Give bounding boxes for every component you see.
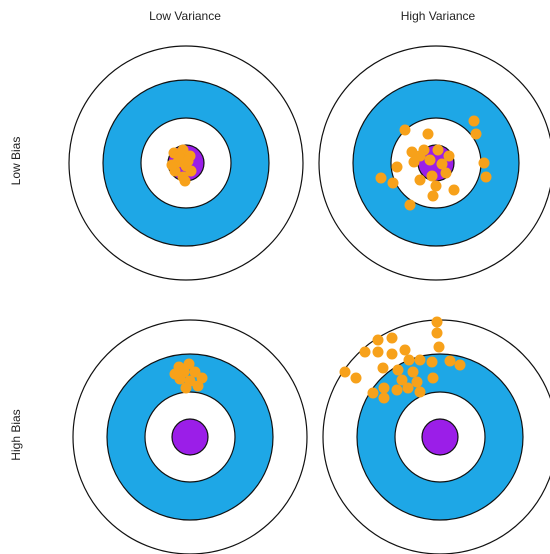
dot — [424, 154, 436, 166]
dot — [444, 355, 456, 367]
dot — [339, 366, 351, 378]
dot — [399, 344, 411, 356]
dot — [386, 332, 398, 344]
dot — [433, 341, 445, 353]
dot — [430, 180, 442, 192]
dot — [378, 392, 390, 404]
target-high-bias-low-variance — [72, 319, 308, 554]
dot — [377, 362, 389, 374]
dot-cluster — [166, 144, 197, 187]
dot — [414, 150, 426, 162]
dot — [399, 124, 411, 136]
dot — [426, 170, 438, 182]
dot-cluster — [375, 115, 492, 211]
dot — [443, 150, 455, 162]
dot — [183, 358, 195, 370]
target-low-bias-high-variance — [318, 45, 550, 281]
dot — [414, 174, 426, 186]
dot — [169, 368, 181, 380]
target-low-bias-low-variance — [68, 45, 304, 281]
dot — [396, 374, 408, 386]
dot — [166, 159, 178, 171]
dot — [180, 382, 192, 394]
dot — [414, 354, 426, 366]
dot — [182, 155, 194, 167]
dot — [411, 376, 423, 388]
dot — [468, 115, 480, 127]
dot — [426, 356, 438, 368]
dot — [372, 346, 384, 358]
dot — [422, 128, 434, 140]
dot — [414, 386, 426, 398]
dot — [392, 364, 404, 376]
dot — [440, 167, 452, 179]
dot — [391, 384, 403, 396]
dot — [402, 382, 414, 394]
dot — [427, 190, 439, 202]
dot — [407, 366, 419, 378]
dot — [436, 158, 448, 170]
dot — [480, 171, 492, 183]
column-header-low-variance: Low Variance — [149, 9, 221, 23]
dot — [432, 144, 444, 156]
dot — [367, 387, 379, 399]
dot — [391, 161, 403, 173]
dot — [192, 380, 204, 392]
dot-cluster — [169, 358, 208, 394]
dot — [179, 175, 191, 187]
dot — [427, 372, 439, 384]
dot-cluster — [339, 316, 466, 404]
dot — [387, 177, 399, 189]
dot — [478, 157, 490, 169]
dot — [375, 172, 387, 184]
dot — [350, 372, 362, 384]
dot — [454, 359, 466, 371]
dot — [359, 346, 371, 358]
dot — [386, 348, 398, 360]
dot — [378, 382, 390, 394]
dot — [372, 334, 384, 346]
dot — [403, 354, 415, 366]
column-header-high-variance: High Variance — [400, 9, 476, 23]
dot — [470, 128, 482, 140]
dot — [404, 199, 416, 211]
dot — [431, 327, 443, 339]
bullseye — [421, 418, 459, 456]
bullseye — [171, 418, 209, 456]
dot — [185, 165, 197, 177]
dot — [448, 184, 460, 196]
dot — [431, 316, 443, 328]
target-high-bias-high-variance — [322, 316, 550, 554]
